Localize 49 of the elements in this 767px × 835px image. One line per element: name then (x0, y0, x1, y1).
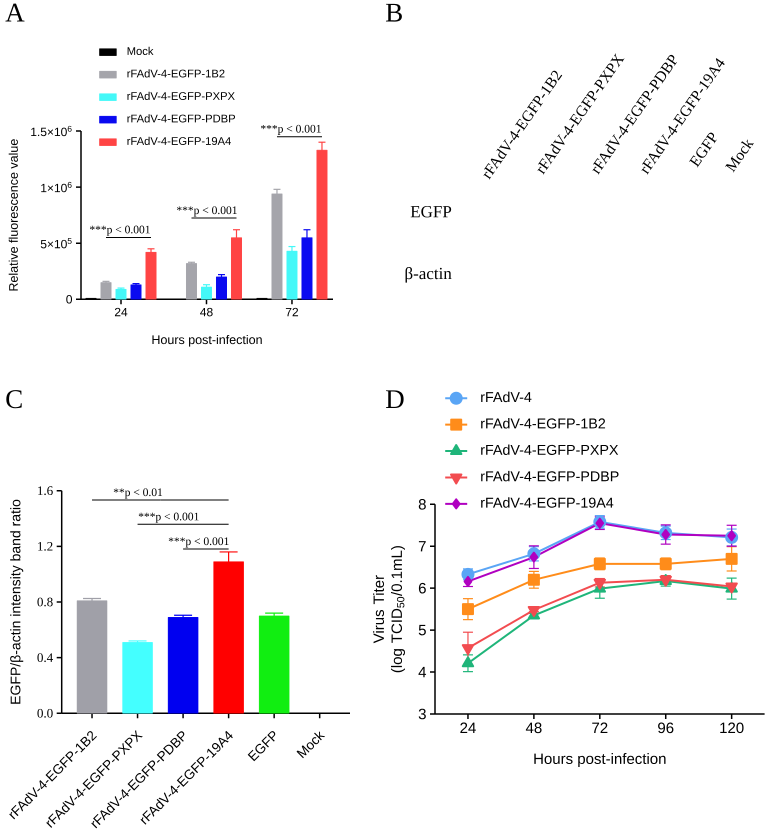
y-tick-label: 0.4 (37, 653, 53, 662)
chart-title: D (386, 390, 404, 408)
legend-label: rFAdV-4-EGFP-PXPX (481, 444, 618, 455)
annotation: ***p < 0.001 (90, 226, 150, 236)
y-tick-label: 0.0 (37, 708, 53, 718)
y-tick-label: 1×10$^{6}$ (41, 182, 72, 192)
y-tick-label: 4 (418, 666, 426, 678)
x-tick-label: 48 (526, 722, 542, 734)
annotation: **p < 0.01 (114, 488, 162, 498)
x-tick-label: 48 (200, 308, 213, 316)
legend-label: rFAdV-4-EGFP-19A4 (127, 136, 231, 145)
chart-title: A (5, 4, 24, 22)
y-tick-label: 1.6 (38, 486, 53, 496)
annotation: ***p < 0.001 (176, 206, 237, 216)
y-tick-label: 5 (418, 624, 426, 636)
legend-label: rFAdV-4 (481, 392, 532, 402)
x-tick-label: 120 (720, 722, 744, 734)
y-tick-label: 1.5×10$^{6}$ (31, 126, 72, 136)
text: B (386, 4, 402, 22)
y-tick-label: 1.2 (38, 542, 52, 551)
annotation: ***p < 0.001 (138, 512, 199, 523)
chart-title: C (6, 390, 22, 408)
legend-label: rFAdV-4-EGFP-19A4 (481, 497, 614, 508)
legend-label: Mock (128, 46, 154, 55)
annotation: ***p < 0.001 (168, 537, 229, 548)
legend-label: rFAdV-4-EGFP-PDBP (481, 470, 619, 482)
x-tick-label: 24 (460, 722, 476, 733)
category-label: EGFP (410, 206, 452, 218)
category-label: β-actin (406, 267, 452, 283)
legend-label: rFAdV-4-EGFP-PDBP (127, 114, 236, 122)
x-tick-label: 72 (592, 722, 608, 733)
y-tick-label: 7 (418, 541, 426, 552)
y-tick-label: 6 (418, 582, 426, 594)
x-tick-label: 96 (658, 722, 674, 734)
x-tick-label: 24 (114, 308, 128, 316)
y-tick-label: 0 (66, 295, 72, 304)
legend-label: rFAdV-4-EGFP-PXPX (127, 92, 235, 100)
x-axis-title: Hours post-infection (152, 334, 262, 347)
x-tick-label: 72 (286, 308, 298, 316)
legend-label: rFAdV-4-EGFP-1B2 (481, 418, 606, 429)
x-axis-title: Hours post-infection (534, 753, 666, 767)
y-axis-title: EGFP/β-actin intensity band ratio (10, 500, 24, 704)
y-tick-label: 3 (418, 708, 426, 720)
legend-label: rFAdV-4-EGFP-1B2 (127, 69, 224, 78)
y-tick-label: 0.8 (37, 598, 53, 606)
y-tick-label: 8 (418, 499, 426, 510)
annotation: ***p < 0.001 (260, 124, 321, 135)
y-tick-label: 5×10$^{5}$ (40, 238, 72, 248)
y-axis-title: Relative fluorescence value (8, 139, 18, 291)
